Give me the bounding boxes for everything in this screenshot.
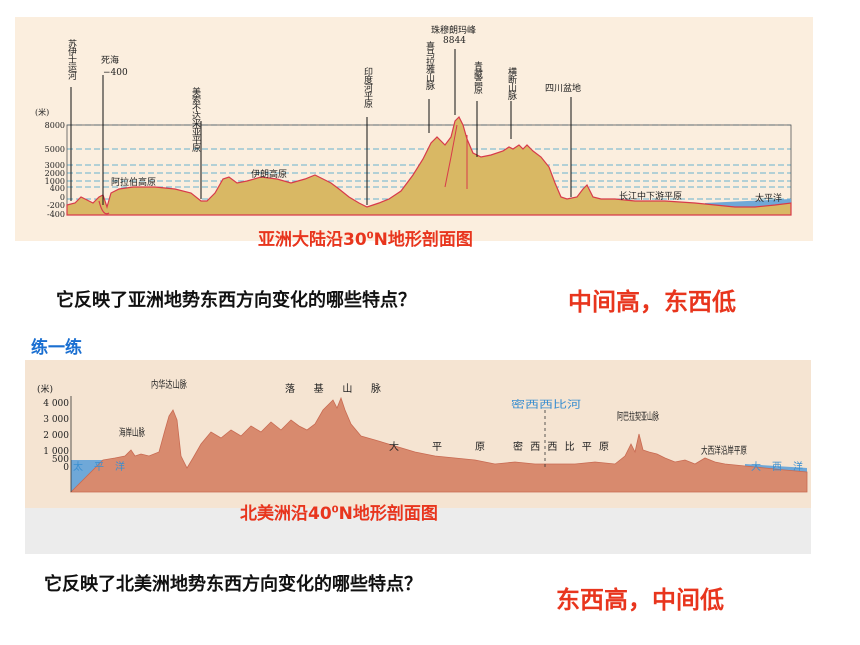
label-mesopotamia-a: 美索不达米亚平原	[190, 86, 201, 152]
label-yangtze: 长江中下游平原	[619, 190, 682, 202]
label-coast: 海岸山脉	[119, 426, 145, 439]
label-mississippi-river: 密西西比河	[511, 398, 581, 411]
question-na: 它反映了北美洲地势东西方向变化的哪些特点？	[44, 574, 422, 595]
asia-tick-8000: 8000	[45, 121, 65, 130]
na-caption: 北美洲沿400N地形剖面图	[240, 504, 438, 524]
label-arabian: 阿拉伯高原	[111, 176, 156, 188]
answer-asia: 中间高，东西低	[568, 288, 736, 316]
label-everest-val: 8844	[443, 36, 466, 46]
label-indus: 印度河平原	[362, 66, 373, 108]
asia-tick-neg200: -200	[47, 201, 65, 210]
asia-tick-400: 400	[50, 184, 65, 193]
dead-sea-dip	[98, 200, 110, 215]
asia-tick-3000: 3000	[45, 161, 65, 170]
label-dead-sea-val: −400	[103, 68, 128, 78]
na-tick-3000: 3 000	[43, 415, 69, 425]
asia-fold-lines	[444, 124, 468, 189]
asia-caption: 亚洲大陆沿300N地形剖面图	[258, 230, 473, 250]
asia-y-ticks: 8000 5000 3000 2000 1000 400 0 -200 -400	[45, 121, 65, 219]
label-everest: 珠穆朗玛峰	[431, 24, 476, 36]
na-tick-4000: 4 000	[43, 399, 69, 409]
label-mississippi-plain: 密西西比平原	[513, 440, 609, 453]
asia-tick-5000: 5000	[45, 145, 65, 154]
na-y-unit: (米)	[37, 383, 53, 395]
asia-profile-chart: (米) 8000 5000 3000 2000 1000 400 0 -200 …	[35, 24, 792, 219]
na-panel-band	[25, 508, 811, 554]
answer-na: 东西高，中间低	[556, 586, 724, 614]
label-nevada: 内华达山脉	[151, 378, 187, 391]
label-atlantic-plain: 大西洋沿岸平原	[701, 444, 747, 457]
na-y-ticks: 4 000 3 000 2 000 1 000 500 0	[43, 399, 69, 473]
label-sichuan: 四川盆地	[545, 82, 581, 94]
asia-tick-1000: 1000	[45, 177, 65, 186]
na-terrain	[70, 396, 808, 493]
asia-tick-0: 0	[60, 193, 65, 202]
na-tick-2000: 2 000	[43, 431, 69, 441]
asia-pointers	[70, 49, 572, 205]
label-iran: 伊朗高原	[251, 168, 287, 180]
practice-heading: 练一练	[31, 338, 82, 358]
label-himalaya: 喜马拉雅山脉	[424, 40, 435, 90]
asia-profile-panel: (米) 8000 5000 3000 2000 1000 400 0 -200 …	[15, 17, 813, 241]
question-asia: 它反映了亚洲地势东西方向变化的哪些特点？	[56, 290, 416, 311]
label-pacific: 太平洋	[755, 192, 782, 204]
label-na-pacific: 太平洋	[73, 460, 125, 473]
label-hengduan: 横断山脉	[506, 66, 517, 100]
na-tick-500: 500	[52, 455, 69, 465]
label-na-atlantic: 大西洋	[751, 460, 803, 473]
label-dead-sea: 死海	[101, 54, 119, 66]
asia-terrain	[66, 115, 792, 216]
label-tibet: 青藏高原	[472, 60, 483, 94]
asia-tick-neg400: -400	[47, 210, 65, 219]
asia-tick-2000: 2000	[45, 169, 65, 178]
na-tick-1000: 1 000	[43, 447, 69, 457]
na-profile-chart: (米) 4 000 3 000 2 000 1 000 500 0 内华达山脉 …	[37, 378, 808, 493]
asia-y-unit: (米)	[35, 107, 49, 117]
na-tick-0: 0	[63, 463, 69, 473]
label-appalachian: 阿巴拉契亚山脉	[617, 410, 659, 423]
label-rocky: 落基山脉	[285, 382, 381, 395]
label-suez: 苏伊士运河	[66, 38, 77, 80]
na-profile-panel: (米) 4 000 3 000 2 000 1 000 500 0 内华达山脉 …	[25, 360, 811, 554]
